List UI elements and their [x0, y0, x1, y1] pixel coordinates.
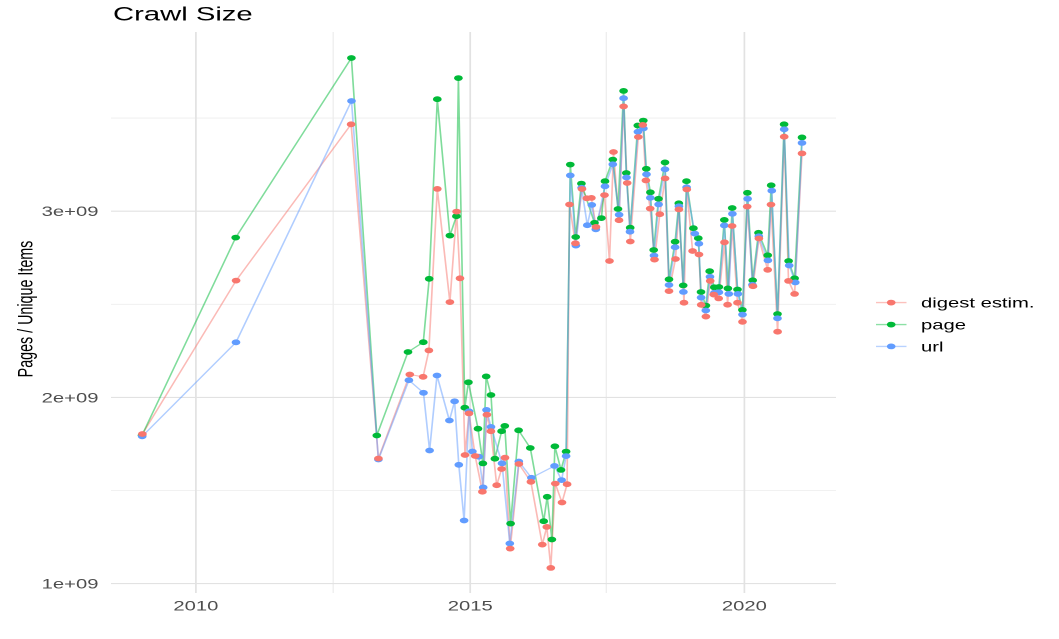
svg-text:2e+09: 2e+09	[42, 390, 99, 406]
svg-text:digest estim.: digest estim.	[921, 295, 1035, 311]
svg-text:2020: 2020	[722, 598, 767, 614]
svg-text:Pages / Unique Items: Pages / Unique Items	[14, 241, 38, 378]
svg-text:url: url	[921, 339, 943, 355]
svg-text:page: page	[921, 317, 966, 333]
svg-text:2010: 2010	[173, 598, 218, 614]
svg-text:1e+09: 1e+09	[42, 576, 99, 592]
svg-text:2015: 2015	[448, 598, 493, 614]
svg-text:3e+09: 3e+09	[42, 204, 99, 220]
svg-text:Crawl Size: Crawl Size	[113, 4, 253, 25]
